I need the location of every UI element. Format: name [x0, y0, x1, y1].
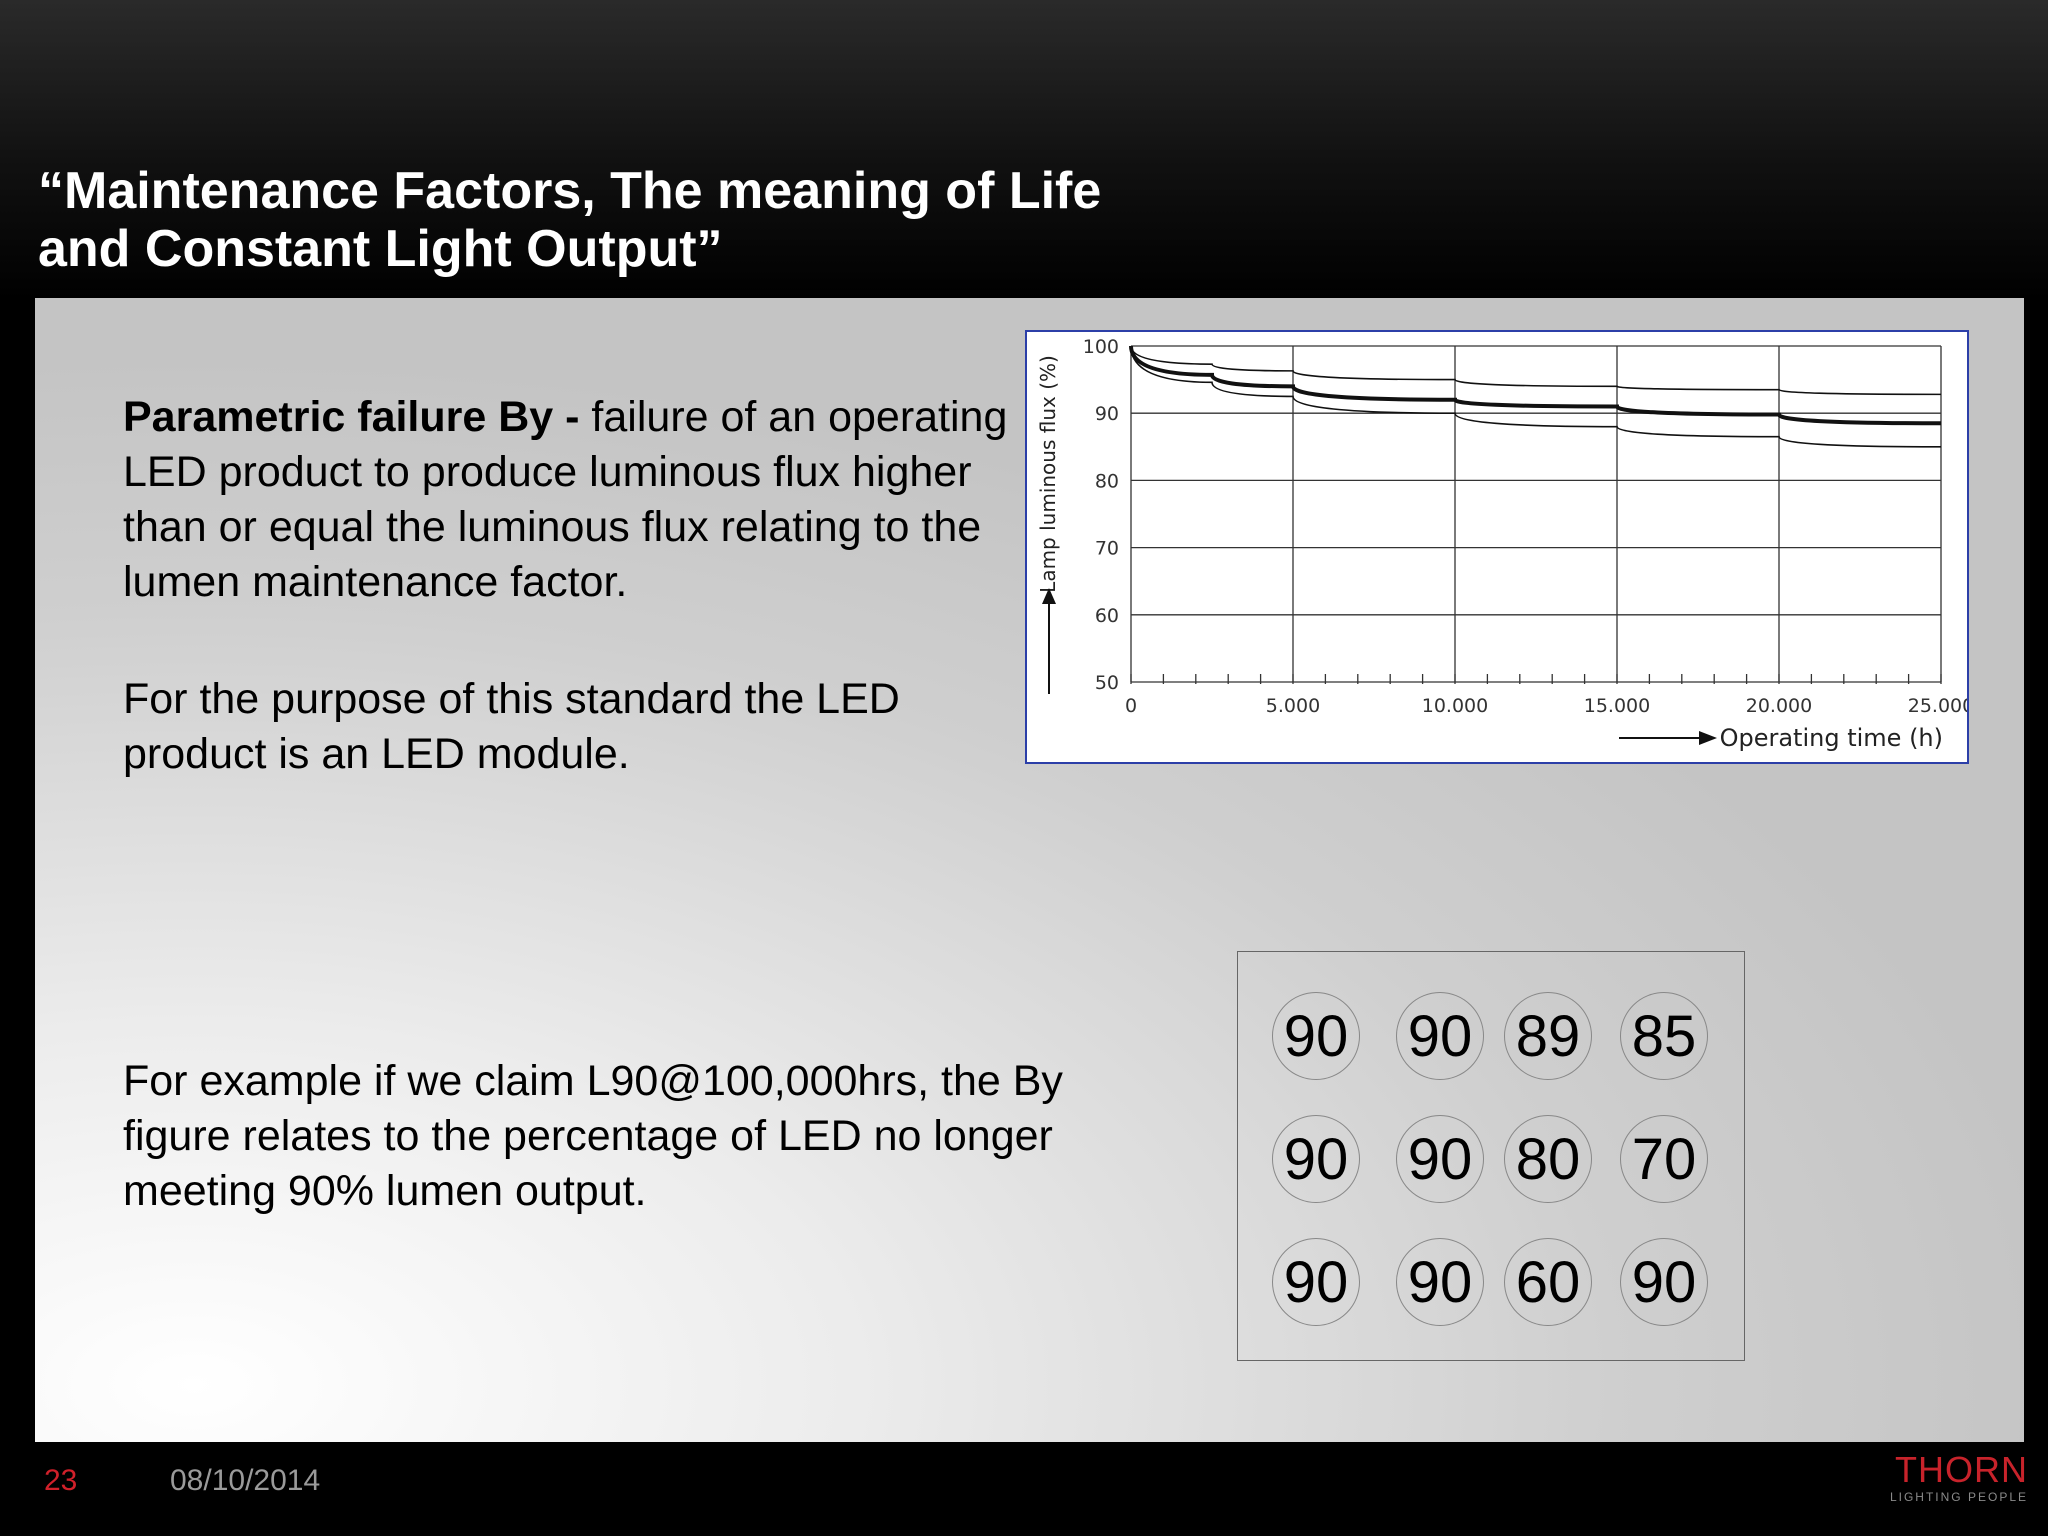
y-tick-label: 70 — [1095, 538, 1119, 560]
led-sample-value: 89 — [1504, 992, 1592, 1080]
x-tick-label: 0 — [1125, 695, 1137, 717]
page-number: 23 — [44, 1464, 78, 1497]
series-line — [1130, 345, 1942, 448]
y-tick-label: 50 — [1095, 672, 1119, 694]
x-tick-label: 20.000 — [1746, 695, 1812, 717]
series-line — [1130, 345, 1942, 396]
x-tick-label: 25.000 — [1908, 695, 1967, 717]
footer-date: 08/10/2014 — [170, 1464, 321, 1497]
lumen-maintenance-chart: 0 5.000 10.000 15.000 20.000 25.000 50 60 70 80 90… — [1025, 330, 1969, 764]
y-axis-label: Lamp luminous flux (%) — [1036, 355, 1060, 593]
y-tick-label: 60 — [1095, 605, 1119, 627]
definition-term: Parametric failure By - — [123, 393, 580, 441]
led-sample-value: 70 — [1620, 1115, 1708, 1203]
logo-tagline: LIGHTING PEOPLE — [1889, 1490, 2028, 1504]
y-tick-label: 80 — [1095, 470, 1119, 492]
x-axis-arrowhead — [1699, 731, 1717, 745]
logo-text: THORN — [1895, 1449, 2028, 1490]
example-paragraph: For example if we claim L90@100,000hrs, … — [123, 1057, 1063, 1215]
slide-title: “Maintenance Factors, The meaning of Lif… — [38, 162, 1338, 278]
led-sample-value: 90 — [1272, 1238, 1360, 1326]
y-tick-label: 90 — [1095, 403, 1119, 425]
series-line — [1129, 345, 1942, 426]
chart-svg: 0 5.000 10.000 15.000 20.000 25.000 50 60 70 80 90… — [1036, 336, 1967, 752]
led-sample-value: 80 — [1504, 1115, 1592, 1203]
y-tick-label: 100 — [1083, 336, 1119, 358]
led-sample-value: 85 — [1620, 992, 1708, 1080]
led-sample-value: 90 — [1272, 1115, 1360, 1203]
x-tick-label: 15.000 — [1584, 695, 1650, 717]
led-sample-grid: 90 90 89 85 90 90 80 70 90 90 60 90 — [1237, 951, 1745, 1361]
x-tick-label: 5.000 — [1266, 695, 1320, 717]
led-sample-value: 90 — [1272, 992, 1360, 1080]
x-axis-label: Operating time (h) — [1720, 724, 1943, 752]
title-line-2: and Constant Light Output” — [38, 220, 723, 278]
x-tick-label: 10.000 — [1422, 695, 1488, 717]
thorn-logo: THORN LIGHTING PEOPLE — [1889, 1449, 2028, 1505]
led-sample-value: 60 — [1504, 1238, 1592, 1326]
y-axis-arrowhead — [1042, 588, 1056, 604]
purpose-paragraph: For the purpose of this standard the LED… — [123, 675, 900, 778]
content-panel: Parametric failure By - failure of an op… — [35, 298, 2024, 1442]
title-line-1: “Maintenance Factors, The meaning of Lif… — [38, 162, 1102, 220]
led-sample-value: 90 — [1396, 1238, 1484, 1326]
led-sample-value: 90 — [1620, 1238, 1708, 1326]
led-sample-value: 90 — [1396, 992, 1484, 1080]
led-sample-value: 90 — [1396, 1115, 1484, 1203]
definition-paragraph: Parametric failure By - failure of an op… — [123, 390, 1043, 610]
definition-text: failure of an operating LED product to p… — [123, 393, 1008, 606]
